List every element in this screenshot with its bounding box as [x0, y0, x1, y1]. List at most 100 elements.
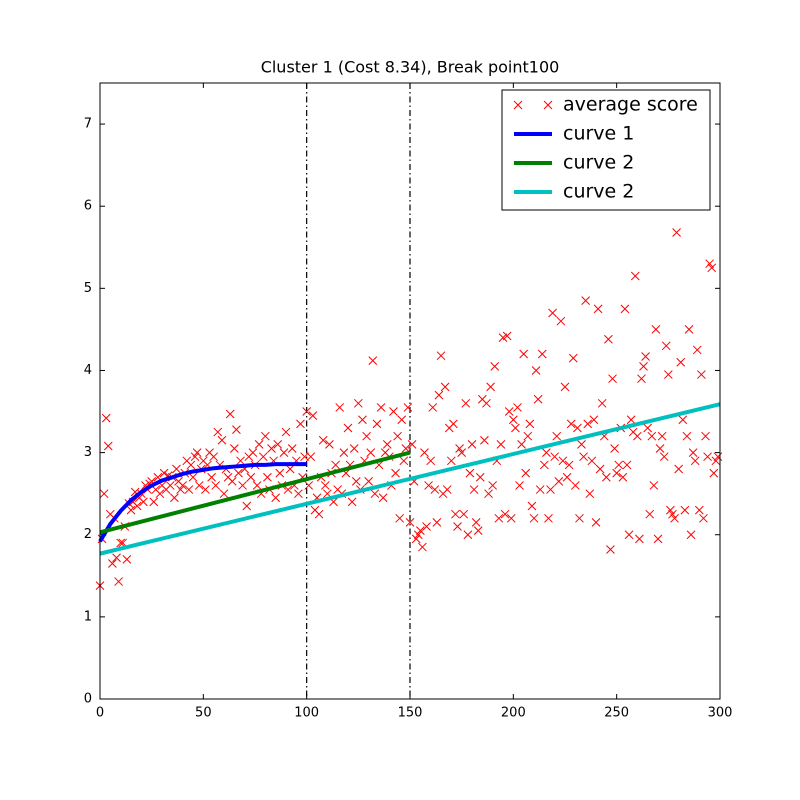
- scatter-series: [95, 228, 723, 591]
- point: [643, 423, 653, 433]
- point: [219, 489, 229, 499]
- point: [283, 485, 293, 494]
- point: [624, 530, 634, 540]
- point: [101, 413, 111, 423]
- point: [581, 296, 591, 306]
- point: [184, 485, 194, 494]
- point: [525, 419, 535, 429]
- point: [666, 505, 675, 515]
- point: [446, 456, 456, 466]
- point: [639, 362, 648, 371]
- point: [612, 468, 622, 478]
- y-tick-label: 1: [84, 609, 92, 624]
- point: [434, 390, 444, 400]
- point: [308, 411, 318, 420]
- point: [688, 448, 698, 457]
- point: [539, 460, 549, 470]
- point: [647, 431, 657, 441]
- point: [368, 356, 378, 365]
- point: [194, 481, 204, 490]
- point: [248, 448, 258, 457]
- point: [126, 505, 136, 515]
- point: [449, 419, 458, 429]
- point: [554, 476, 564, 486]
- point: [306, 452, 316, 462]
- point: [364, 476, 374, 486]
- x-tick-label: 250: [604, 706, 629, 721]
- point: [267, 444, 276, 453]
- point: [213, 427, 223, 437]
- point: [699, 513, 708, 523]
- point: [556, 316, 566, 326]
- point: [403, 403, 413, 412]
- point: [209, 452, 219, 462]
- y-tick-label: 3: [84, 445, 92, 460]
- point: [358, 415, 367, 425]
- point: [502, 331, 512, 341]
- point: [440, 382, 450, 392]
- point: [347, 497, 357, 507]
- point: [471, 518, 481, 527]
- point: [591, 518, 601, 527]
- point: [697, 370, 706, 379]
- point: [366, 448, 376, 457]
- point: [397, 415, 407, 425]
- point: [178, 481, 188, 490]
- point: [457, 448, 467, 457]
- point: [234, 468, 243, 478]
- point: [597, 398, 607, 408]
- point: [537, 349, 547, 359]
- point: [676, 357, 686, 367]
- point: [506, 513, 516, 523]
- point: [610, 444, 619, 453]
- point: [626, 415, 636, 425]
- point: [713, 452, 723, 462]
- point: [486, 382, 495, 392]
- point: [393, 431, 402, 441]
- point: [560, 382, 570, 392]
- y-tick-label: 0: [84, 692, 92, 707]
- point: [682, 431, 692, 441]
- point: [568, 353, 578, 363]
- point: [566, 419, 576, 429]
- point: [428, 403, 438, 412]
- point: [513, 403, 522, 412]
- point: [709, 468, 719, 478]
- point: [287, 444, 297, 453]
- legend-label: curve 2: [563, 181, 634, 203]
- point: [382, 440, 392, 449]
- point: [637, 374, 646, 384]
- point: [407, 440, 417, 449]
- point: [207, 472, 216, 482]
- curve: [99, 450, 411, 535]
- point: [432, 518, 442, 527]
- point: [653, 534, 663, 544]
- point: [552, 431, 562, 441]
- point: [188, 472, 198, 482]
- point: [587, 456, 597, 466]
- point: [263, 472, 272, 482]
- point: [692, 345, 702, 355]
- point: [484, 489, 493, 499]
- point: [426, 456, 436, 466]
- point: [254, 440, 264, 449]
- point: [339, 448, 349, 457]
- point: [544, 513, 553, 523]
- point: [570, 481, 580, 490]
- point: [579, 452, 588, 462]
- point: [418, 542, 427, 552]
- point: [618, 472, 628, 482]
- point: [211, 481, 221, 490]
- point: [201, 485, 210, 494]
- point: [232, 425, 241, 434]
- point: [601, 472, 611, 482]
- point: [622, 460, 632, 470]
- point: [459, 509, 469, 519]
- point: [242, 501, 252, 511]
- point: [533, 394, 543, 404]
- point: [430, 485, 440, 494]
- point: [422, 522, 431, 531]
- point: [548, 308, 557, 318]
- point: [353, 398, 363, 408]
